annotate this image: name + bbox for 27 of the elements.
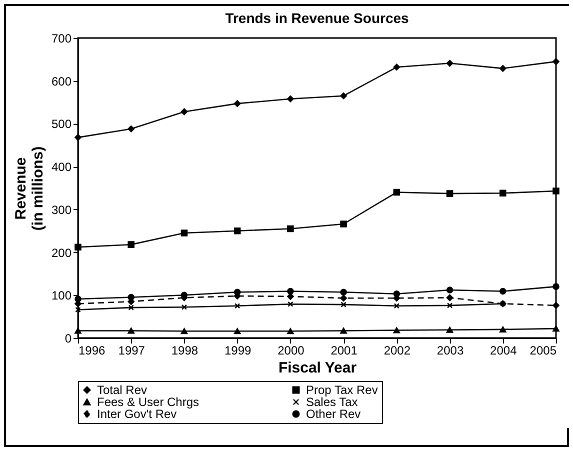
x-tick-label: 1997 [118,344,146,358]
legend-label: Prop Tax Rev [306,383,378,397]
chart-title: Trends in Revenue Sources [225,10,410,26]
x-tick-label: 1996 [78,344,106,358]
y-tick-label: 600 [51,74,72,88]
y-tick-label: 0 [64,332,72,346]
y-axis-title: Revenue (in millions) [12,146,46,231]
y-tick-label: 500 [51,117,72,132]
y-tick-label: 300 [51,202,72,217]
x-tick-label: 2003 [436,344,464,358]
legend-label: Other Rev [306,407,361,421]
x-axis-title: Fiscal Year [278,360,357,376]
legend-label: Sales Tax [306,395,358,409]
x-tick-label: 2001 [330,344,358,358]
legend-label: Fees & User Chrgs [97,395,200,409]
x-tick-label: 1999 [224,344,252,358]
x-tick-label: 1998 [171,344,198,358]
y-tick-label: 200 [51,246,72,260]
x-tick-label: 2004 [490,344,518,358]
x-tick-label: 2002 [384,344,411,358]
x-tick-label: 2000 [278,344,305,358]
legend-label: Total Rev [97,383,148,397]
x-tick-label: 2005 [530,344,557,358]
y-tick-label: 700 [51,32,72,46]
y-tick-label: 400 [51,160,72,174]
legend-label: Inter Gov't Rev [97,407,177,421]
y-tick-label: 100 [51,288,72,303]
